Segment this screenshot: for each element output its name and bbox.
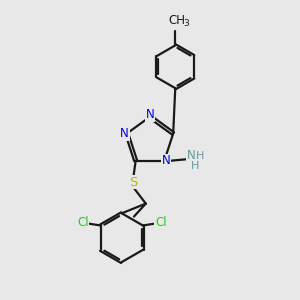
Text: H: H [191,161,199,171]
Text: H: H [196,151,204,161]
Text: N: N [146,108,154,121]
Text: N: N [120,127,129,140]
Text: 3: 3 [184,20,189,28]
Text: CH: CH [168,14,185,27]
Text: S: S [129,176,137,189]
Text: Cl: Cl [155,216,167,229]
Text: Cl: Cl [77,216,88,229]
Text: N: N [162,154,171,167]
Text: N: N [187,149,196,162]
